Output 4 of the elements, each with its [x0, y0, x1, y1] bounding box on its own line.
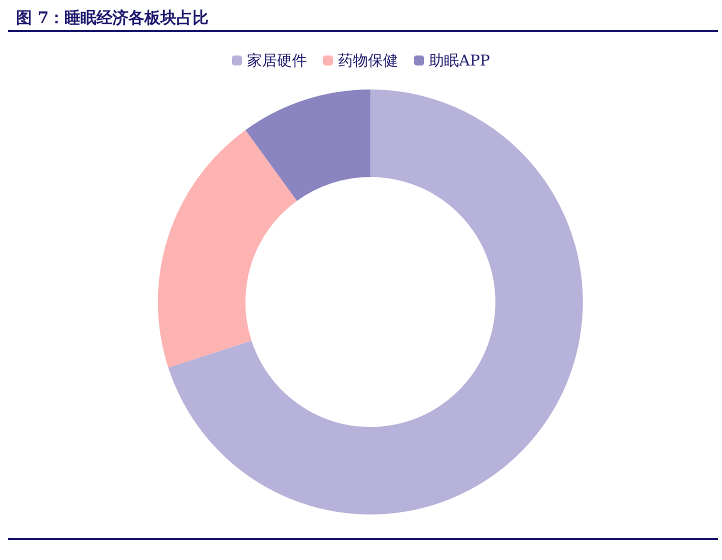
chart-title: 图 7：睡眠经济各板块占比: [8, 4, 718, 32]
legend-label: 药物保健: [338, 52, 398, 70]
legend-label: 家居硬件: [246, 52, 307, 70]
legend-label: 助眠APP: [428, 52, 490, 70]
